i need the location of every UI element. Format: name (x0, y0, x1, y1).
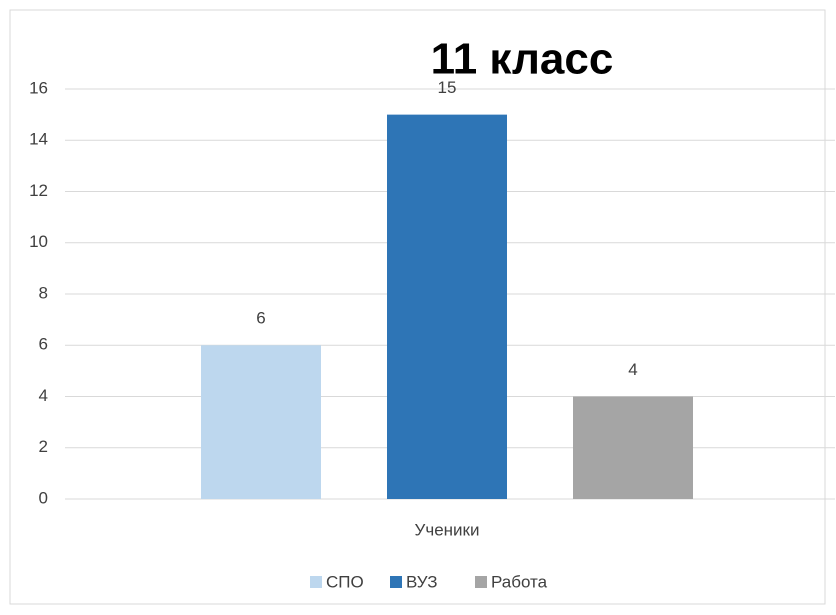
value-label: 15 (438, 78, 457, 97)
y-tick-label: 10 (29, 232, 48, 251)
legend-swatch (475, 576, 487, 588)
value-label: 4 (628, 360, 637, 379)
value-label: 6 (256, 309, 265, 328)
bar (387, 114, 507, 499)
x-tick-label: Ученики (415, 520, 480, 539)
y-tick-label: 0 (39, 488, 48, 507)
y-tick-label: 12 (29, 181, 48, 200)
legend-swatch (310, 576, 322, 588)
legend-label: ВУЗ (406, 572, 437, 591)
legend-label: СПО (326, 572, 364, 591)
bar (201, 345, 321, 499)
legend-label: Работа (491, 572, 548, 591)
y-tick-label: 16 (29, 78, 48, 97)
legend-swatch (390, 576, 402, 588)
y-tick-label: 4 (39, 386, 48, 405)
y-tick-label: 2 (39, 437, 48, 456)
y-tick-label: 6 (39, 335, 48, 354)
y-tick-label: 8 (39, 283, 48, 302)
chart-title: 11 класс (431, 35, 614, 84)
y-tick-label: 14 (29, 130, 48, 149)
bar (573, 396, 693, 499)
